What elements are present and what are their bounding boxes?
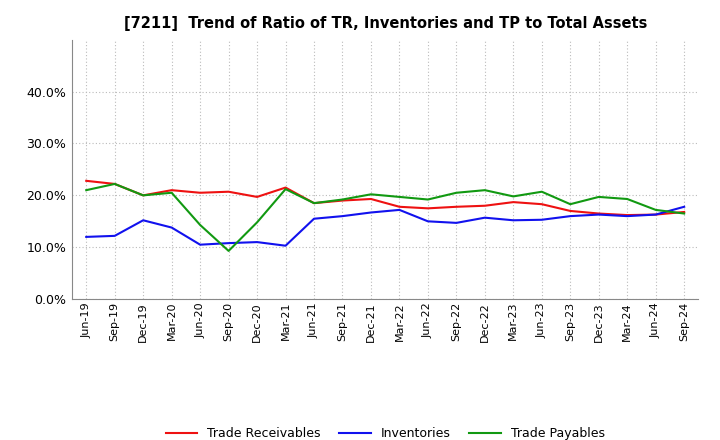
Trade Receivables [253,194,261,200]
Inventories [680,204,688,209]
Trade Receivables [566,208,575,213]
Trade Payables [623,196,631,202]
Trade Receivables [395,204,404,209]
Trade Receivables [82,178,91,183]
Trade Receivables [623,213,631,218]
Line: Inventories: Inventories [86,207,684,246]
Inventories [595,212,603,217]
Trade Payables [196,222,204,227]
Trade Receivables [680,209,688,215]
Trade Receivables [310,201,318,206]
Trade Payables [82,187,91,193]
Trade Payables [595,194,603,200]
Trade Payables [652,207,660,213]
Inventories [310,216,318,221]
Inventories [225,241,233,246]
Trade Receivables [225,189,233,194]
Trade Payables [225,248,233,253]
Trade Receivables [167,187,176,193]
Trade Payables [253,220,261,225]
Trade Receivables [110,181,119,187]
Inventories [537,217,546,222]
Inventories [82,234,91,239]
Trade Payables [566,202,575,207]
Inventories [253,239,261,245]
Inventories [480,215,489,220]
Trade Receivables [423,205,432,211]
Trade Payables [139,193,148,198]
Inventories [452,220,461,226]
Inventories [509,218,518,223]
Inventories [566,213,575,219]
Inventories [395,207,404,213]
Inventories [167,225,176,230]
Trade Payables [452,190,461,195]
Trade Payables [423,197,432,202]
Trade Receivables [139,193,148,198]
Trade Payables [680,211,688,216]
Trade Payables [395,194,404,200]
Trade Receivables [338,198,347,203]
Trade Payables [509,194,518,199]
Trade Receivables [480,203,489,209]
Trade Receivables [452,204,461,209]
Trade Receivables [537,202,546,207]
Trade Payables [366,192,375,197]
Inventories [623,213,631,219]
Trade Payables [167,190,176,195]
Line: Trade Receivables: Trade Receivables [86,181,684,215]
Inventories [139,218,148,223]
Trade Payables [537,189,546,194]
Inventories [282,243,290,248]
Trade Receivables [366,196,375,202]
Inventories [366,210,375,215]
Inventories [423,219,432,224]
Trade Payables [282,187,290,192]
Trade Payables [110,181,119,187]
Trade Payables [310,201,318,206]
Inventories [196,242,204,247]
Trade Receivables [509,199,518,205]
Inventories [652,212,660,217]
Trade Receivables [282,185,290,190]
Trade Receivables [196,190,204,195]
Line: Trade Payables: Trade Payables [86,184,684,251]
Inventories [110,233,119,238]
Trade Payables [480,187,489,193]
Title: [7211]  Trend of Ratio of TR, Inventories and TP to Total Assets: [7211] Trend of Ratio of TR, Inventories… [124,16,647,32]
Legend: Trade Receivables, Inventories, Trade Payables: Trade Receivables, Inventories, Trade Pa… [161,422,610,440]
Trade Payables [338,197,347,202]
Trade Receivables [652,212,660,217]
Inventories [338,213,347,219]
Trade Receivables [595,211,603,216]
